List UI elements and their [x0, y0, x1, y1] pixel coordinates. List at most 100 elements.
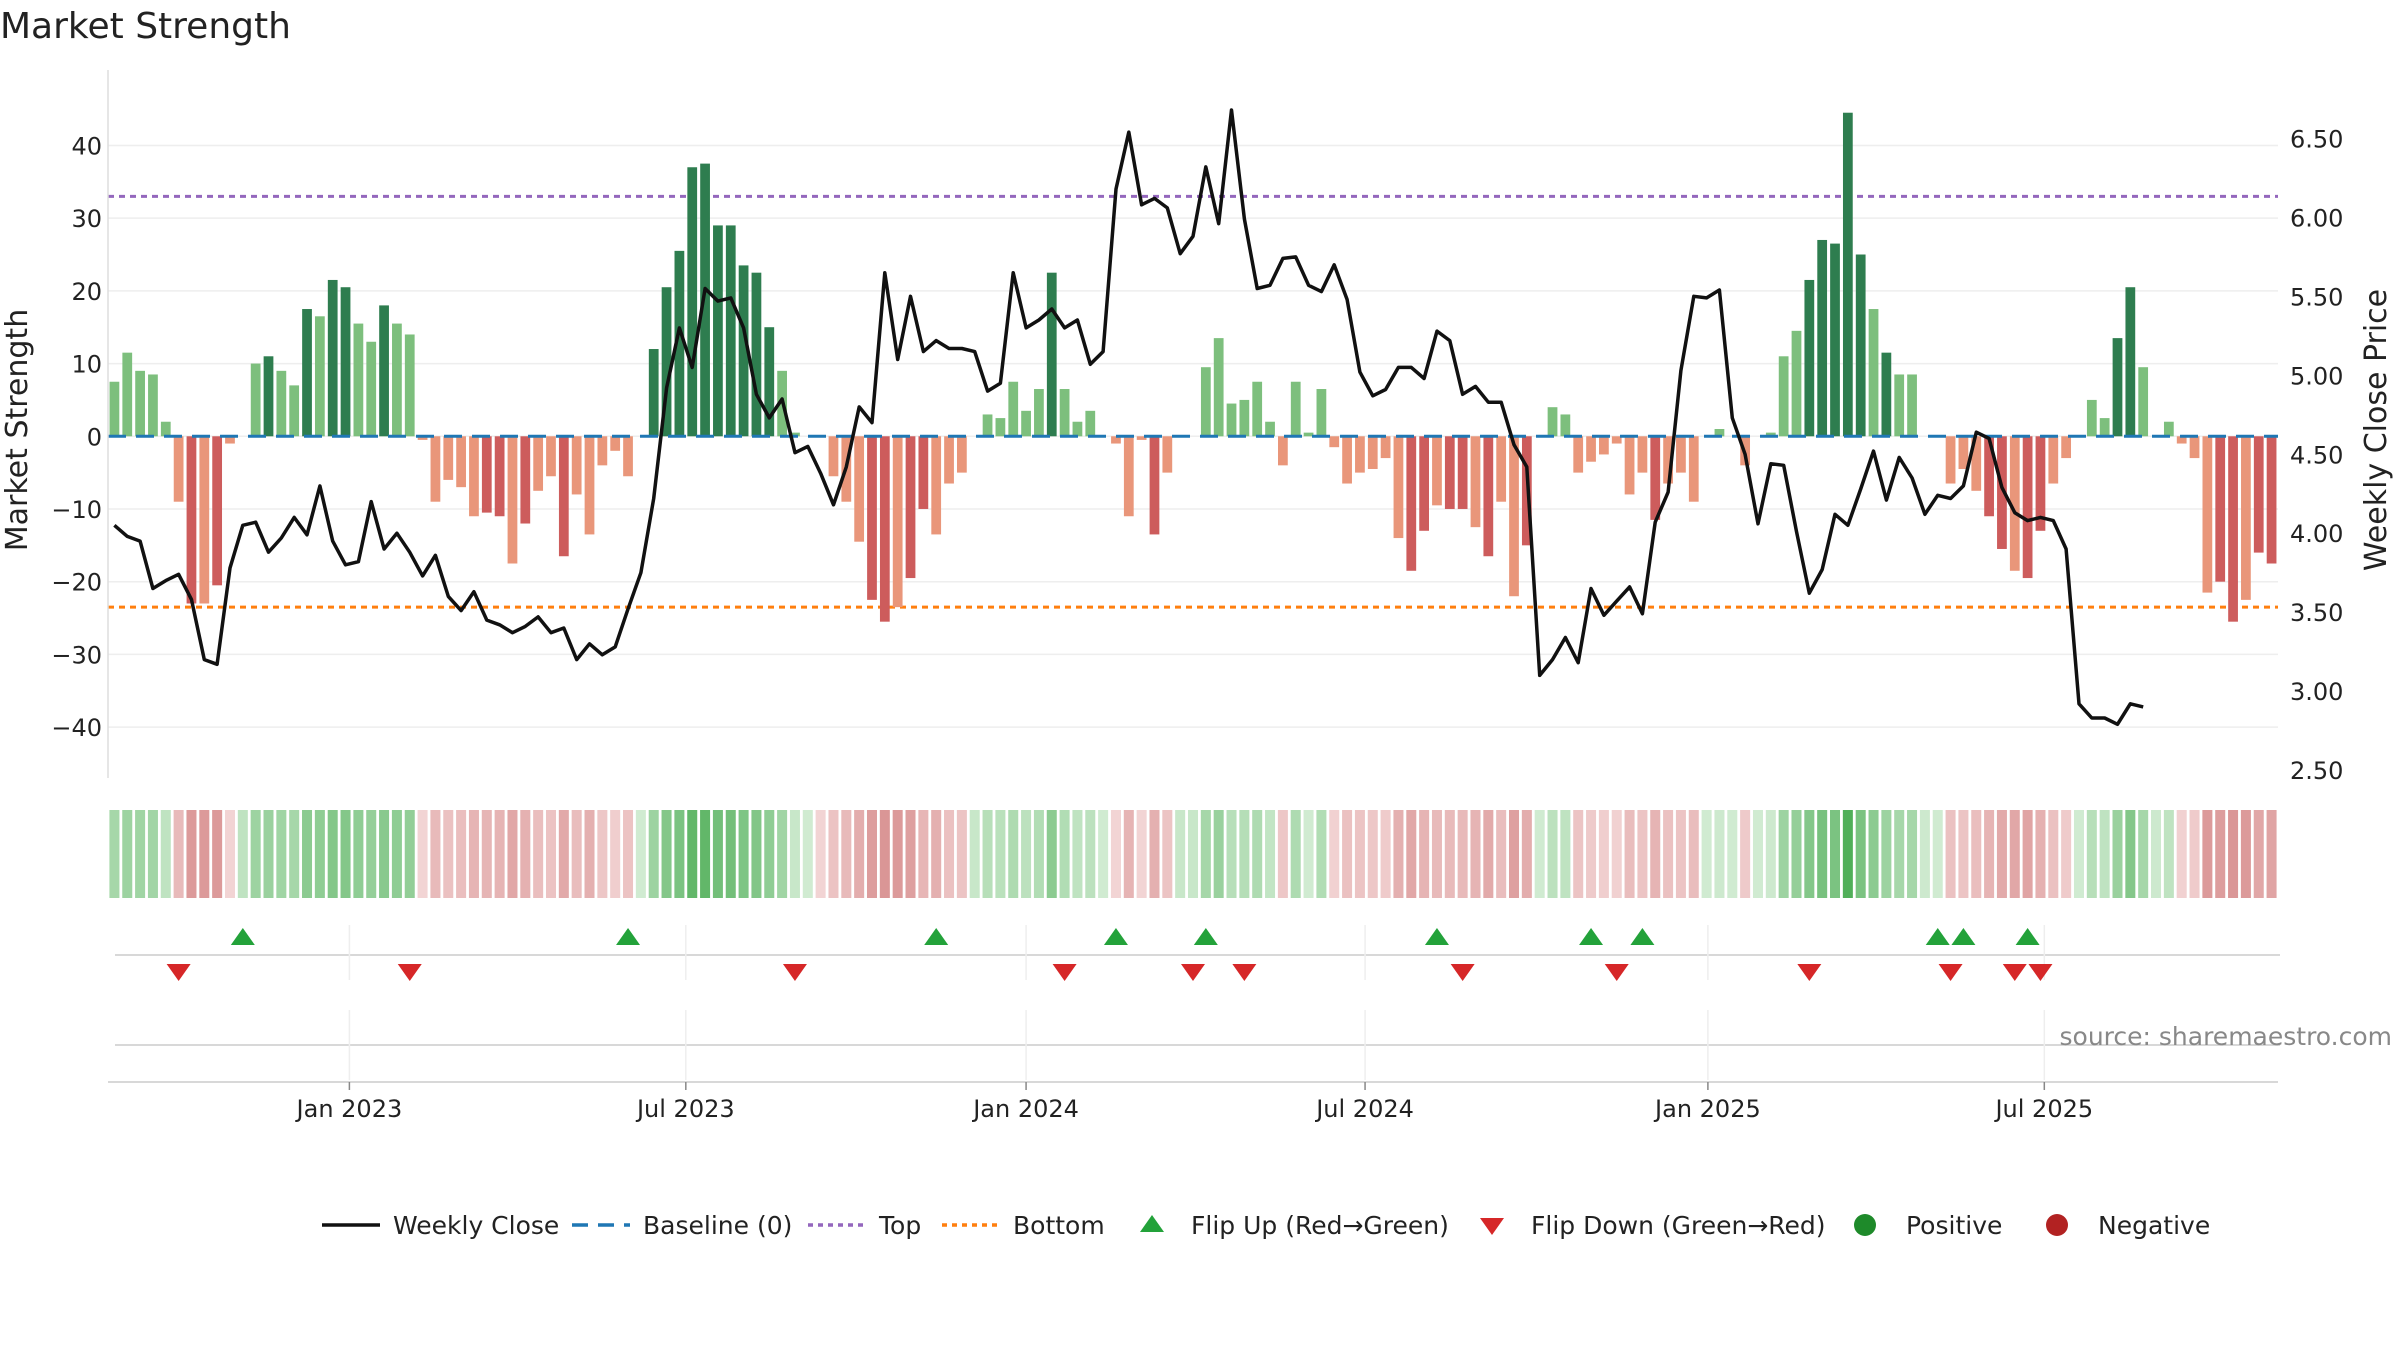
flip-down-marker: [1181, 964, 1205, 981]
x-tick-label: Jan 2024: [971, 1095, 1079, 1123]
strength-bar: [1688, 436, 1699, 502]
strength-bar: [289, 385, 300, 437]
heat-cell: [982, 810, 993, 898]
heat-cell: [1791, 810, 1802, 898]
heat-cell: [1842, 810, 1853, 898]
strength-bar: [661, 287, 672, 437]
heat-cell: [635, 810, 646, 898]
strength-bar: [314, 316, 325, 437]
y2-tick-label: 6.00: [2290, 204, 2343, 232]
heat-cell: [879, 810, 890, 898]
heat-cell: [1046, 810, 1057, 898]
heat-cell: [1894, 810, 1905, 898]
strength-bar: [443, 436, 454, 480]
heat-cell: [1175, 810, 1186, 898]
strength-bar: [1085, 410, 1096, 437]
heat-cell: [1765, 810, 1776, 898]
flip-up-marker: [1424, 928, 1449, 945]
chart-title: Market Strength: [0, 6, 291, 47]
heat-cell: [481, 810, 492, 898]
strength-bar: [931, 436, 942, 535]
heat-cell: [1817, 810, 1828, 898]
heat-cell: [391, 810, 402, 898]
heat-cell: [263, 810, 274, 898]
heat-cell: [1123, 810, 1134, 898]
heat-cell: [2176, 810, 2187, 898]
heat-cell: [1958, 810, 1969, 898]
strength-bar: [918, 436, 929, 509]
strength-bar: [1894, 374, 1905, 437]
strength-bar: [122, 352, 133, 437]
flip-down-marker: [1052, 964, 1077, 981]
heat-cell: [199, 810, 210, 898]
heat-cell: [661, 810, 672, 898]
heat-cell: [1329, 810, 1340, 898]
strength-bar: [790, 432, 800, 437]
strength-bar: [2163, 421, 2174, 437]
strength-bar: [1419, 436, 1430, 531]
heat-cell: [327, 810, 338, 898]
heat-cell: [520, 810, 531, 898]
heat-cell: [2009, 810, 2020, 898]
strength-bar: [250, 363, 261, 437]
legend-label: Negative: [2098, 1211, 2210, 1240]
heat-cell: [571, 810, 582, 898]
strength-bar: [764, 327, 775, 437]
strength-bar: [109, 381, 120, 437]
heat-cell: [147, 810, 158, 898]
strength-bar: [1290, 381, 1301, 437]
y-tick-label: −10: [51, 496, 102, 524]
heat-cell: [1457, 810, 1468, 898]
flip-down-marker: [1797, 964, 1822, 981]
strength-bar: [1021, 410, 1031, 437]
legend-label: Positive: [1906, 1211, 2002, 1240]
heat-cell: [2073, 810, 2084, 898]
flip-down-marker: [1938, 964, 1963, 981]
heat-cell: [944, 810, 955, 898]
strength-bar: [1547, 407, 1558, 437]
x-tick-label: Jul 2024: [1314, 1095, 1414, 1123]
strength-bar: [1226, 403, 1237, 437]
strength-bar: [2176, 436, 2187, 444]
heat-cell: [1932, 810, 1943, 898]
strength-bar: [648, 349, 659, 437]
strength-bar: [1470, 436, 1481, 528]
heat-cell: [584, 810, 595, 898]
heat-cell: [302, 810, 313, 898]
flip-up-marker: [2015, 928, 2040, 945]
heat-cell: [1830, 810, 1841, 898]
heat-cell: [1213, 810, 1224, 898]
heat-cell: [1470, 810, 1481, 898]
legend-label: Top: [878, 1211, 921, 1240]
strength-bar: [828, 436, 839, 477]
strength-bar: [1034, 389, 1044, 437]
heat-cell: [2228, 810, 2239, 898]
y2-tick-label: 4.00: [2290, 520, 2343, 548]
heat-cell: [404, 810, 415, 898]
strength-bar: [956, 436, 967, 473]
heat-cell: [1444, 810, 1455, 898]
y-tick-label: 10: [71, 351, 102, 379]
heat-cell: [1316, 810, 1327, 898]
strength-bar: [1316, 389, 1327, 437]
strength-bar: [2061, 436, 2072, 459]
strength-bar: [2189, 436, 2200, 459]
heat-cell: [1701, 810, 1712, 898]
strength-bar: [2241, 436, 2251, 600]
strength-bar: [1444, 436, 1455, 509]
heat-cell: [1290, 810, 1301, 898]
heat-cell: [1008, 810, 1019, 898]
x-tick-label: Jan 2025: [1653, 1095, 1761, 1123]
y2-tick-label: 2.50: [2290, 757, 2343, 785]
flip-up-marker: [1951, 928, 1976, 945]
heat-cell: [918, 810, 929, 898]
strength-bar: [430, 436, 441, 502]
strength-bar: [2099, 418, 2110, 437]
heat-cell: [1637, 810, 1648, 898]
legend-label: Bottom: [1013, 1211, 1105, 1240]
strength-bar: [1881, 352, 1892, 437]
y-tick-label: 0: [87, 423, 102, 451]
strength-bar: [725, 225, 736, 437]
strength-bar: [2112, 338, 2123, 437]
heat-cell: [173, 810, 184, 898]
